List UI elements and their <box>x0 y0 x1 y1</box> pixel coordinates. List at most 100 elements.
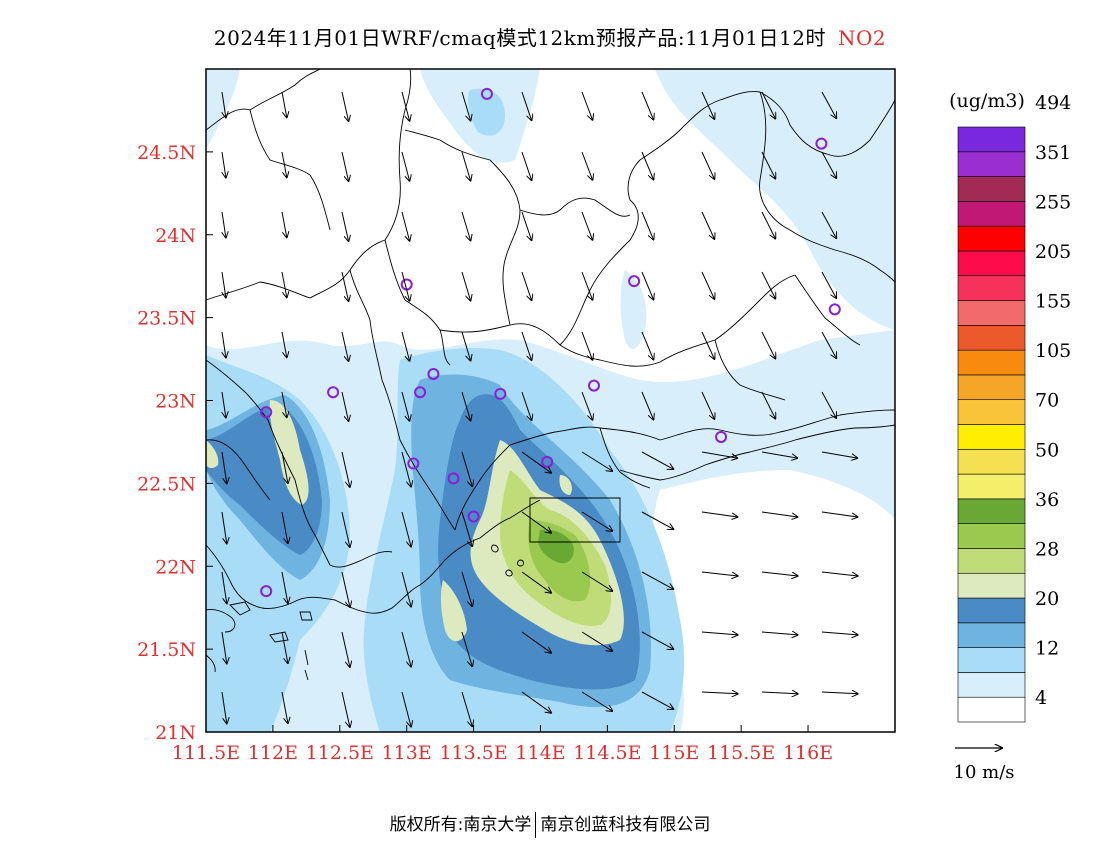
wind-arrow <box>341 211 349 241</box>
station-marker <box>715 430 728 443</box>
wind-arrow <box>341 451 350 487</box>
wind-arrow <box>641 571 674 589</box>
wind-arrow <box>821 632 858 635</box>
wind-arrow <box>521 271 532 300</box>
wind-arrow <box>461 511 472 546</box>
colorbar-label: 205 <box>1035 241 1071 263</box>
copyright-footer: 版权所有:南京大学 南京创蓝科技有限公司 <box>0 810 1100 838</box>
wind-arrow <box>521 691 551 713</box>
contour-level-5d <box>440 580 467 642</box>
wind-arrow <box>701 692 738 694</box>
wind-arrow <box>341 511 350 547</box>
colorbar-swatch <box>957 151 1026 177</box>
colorbar-label: 351 <box>1035 142 1071 164</box>
lon-tick-label: 112.5E <box>306 742 374 764</box>
wind-arrow <box>341 331 349 361</box>
lat-tick-label: 24.5N <box>137 142 196 164</box>
wind-arrow <box>701 391 715 419</box>
wind-arrow <box>701 571 738 576</box>
wind-arrow <box>701 91 715 119</box>
lat-tick-label: 21.5N <box>137 639 196 661</box>
colorbar-label: 255 <box>1035 191 1071 213</box>
wind-arrow <box>641 211 654 240</box>
wind-arrow <box>701 451 737 458</box>
wind-arrow <box>821 271 836 298</box>
wind-arrow <box>761 211 775 239</box>
wind-arrow <box>401 271 410 301</box>
colorbar-swatch <box>957 374 1026 401</box>
contour-level-1b <box>655 69 895 330</box>
station-marker <box>327 386 340 399</box>
wind-vectors <box>221 91 858 727</box>
wind-arrow <box>281 691 288 723</box>
colorbar-label: 36 <box>1035 489 1059 511</box>
wind-arrow <box>581 211 593 240</box>
wind-arrow <box>581 271 593 300</box>
station-marker <box>427 367 440 380</box>
wind-arrow <box>581 571 613 591</box>
station-marker <box>407 457 420 470</box>
wind-arrow <box>461 151 471 181</box>
wind-arrow <box>341 691 350 727</box>
lon-tick-label: 111.5E <box>172 742 240 764</box>
wind-arrow <box>821 692 858 694</box>
wind-arrow <box>641 631 674 649</box>
wind-arrow <box>641 451 674 469</box>
wind-arrow <box>761 91 775 119</box>
wind-arrow <box>521 391 532 420</box>
wind-arrow <box>461 691 472 726</box>
wind-arrow <box>641 151 654 180</box>
colorbar-swatch <box>957 275 1026 301</box>
wind-arrow <box>281 91 287 118</box>
copyright-right: 南京创蓝科技有限公司 <box>540 815 711 835</box>
colorbar-swatch <box>957 325 1026 351</box>
wind-arrow <box>581 691 613 711</box>
contour-level-2c <box>467 88 505 136</box>
wind-arrow <box>341 91 349 121</box>
wind-arrow <box>821 211 836 238</box>
figure-title: 2024年11月01日WRF/cmaq模式12km预报产品:11月01日12时 N… <box>0 22 1100 51</box>
wind-arrow <box>281 511 288 543</box>
contour-level-5b <box>206 440 219 469</box>
colorbar-swatch <box>957 250 1026 277</box>
lon-tick-label: 114E <box>515 742 565 764</box>
lat-tick-label: 21N <box>155 722 196 744</box>
wind-arrow <box>821 571 858 576</box>
wind-arrow <box>401 211 410 241</box>
lon-tick-label: 113E <box>382 742 432 764</box>
wind-arrow <box>761 151 775 179</box>
colorbar-swatch <box>957 176 1026 202</box>
wind-arrow <box>281 211 287 238</box>
wind-arrow <box>761 632 798 635</box>
station-marker <box>828 303 841 316</box>
wind-arrow <box>401 91 410 121</box>
colorbar-swatch <box>957 548 1026 574</box>
colorbar-swatch <box>957 448 1026 475</box>
wind-arrow <box>221 571 227 604</box>
contour-level-8 <box>538 529 574 564</box>
wind-arrow <box>701 331 715 359</box>
wind-arrow <box>761 271 775 299</box>
latitude-axis: 24.5N 24N 23.5N 23N 22.5N 22N 21.5N 21N <box>137 142 213 744</box>
wind-arrow <box>641 391 654 420</box>
wind-arrow <box>222 331 226 358</box>
lat-tick-label: 24N <box>155 225 196 247</box>
colorbar-unit: (ug/m3) <box>949 90 1025 112</box>
colorbar-swatch <box>957 399 1026 425</box>
wind-arrow <box>222 271 226 298</box>
colorbar-swatch <box>957 300 1026 326</box>
wind-arrow <box>401 151 410 181</box>
longitude-axis: 111.5E 112E 112.5E 113E 113.5E 114E 114.5E 115E… <box>172 725 833 764</box>
colorbar-label: 105 <box>1035 340 1071 362</box>
colorbar-swatch <box>957 126 1026 153</box>
wind-arrow <box>461 211 471 241</box>
wind-arrow <box>401 571 411 607</box>
wind-arrow <box>521 151 532 180</box>
lon-tick-label: 114.5E <box>573 742 641 764</box>
station-marker <box>260 406 273 419</box>
colorbar-label: 155 <box>1035 291 1071 313</box>
concentration-field <box>206 69 895 732</box>
wind-arrow <box>281 451 288 483</box>
wind-arrow <box>581 391 593 420</box>
wind-arrow <box>581 451 613 471</box>
